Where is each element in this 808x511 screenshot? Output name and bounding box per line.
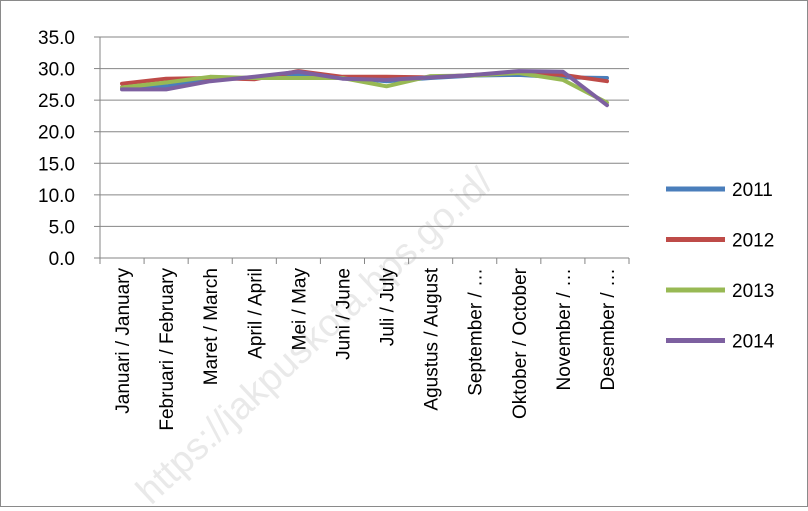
legend-label: 2014 (732, 332, 775, 353)
series-lines (120, 69, 609, 108)
gridlines (100, 36, 629, 227)
legend-label: 2012 (732, 231, 774, 252)
x-category-label: Februari / February (157, 268, 178, 431)
axes (94, 36, 630, 264)
x-category-label: Agustus / August (422, 267, 443, 410)
legend: 2011 2012 2013 2014 (666, 180, 775, 353)
x-category-label: November / … (554, 268, 575, 390)
y-tick-label: 0.0 (49, 249, 75, 270)
legend-label: 2013 (732, 281, 774, 302)
y-axis-tick-labels: 0.0 5.0 10.0 15.0 20.0 25.0 30.0 35.0 (38, 28, 75, 270)
y-tick-label: 15.0 (38, 154, 75, 175)
x-category-label: Mei / May (289, 268, 310, 351)
x-category-label: Juni / June (333, 268, 354, 360)
y-tick-label: 5.0 (49, 217, 75, 238)
x-category-label: April / April (245, 268, 266, 359)
x-axis-category-labels: Januari / January Februari / February Mare… (113, 267, 619, 430)
y-tick-label: 30.0 (38, 60, 75, 81)
y-tick-label: 35.0 (38, 28, 75, 49)
series-line-2014 (120, 69, 609, 108)
watermark: https://jakpuskota.bps.go.id/ (128, 160, 501, 511)
x-category-label: September / … (466, 268, 487, 396)
watermark-text: https://jakpuskota.bps.go.id/ (128, 160, 501, 506)
y-tick-label: 20.0 (38, 123, 75, 144)
x-category-label: Desember / … (598, 268, 619, 390)
series-line-2013 (120, 71, 609, 105)
x-category-label: Maret / March (201, 268, 222, 385)
y-tick-label: 25.0 (38, 91, 75, 112)
x-category-label: Oktober / October (510, 267, 531, 419)
x-category-label: Januari / January (113, 268, 134, 414)
legend-label: 2011 (732, 180, 773, 201)
x-category-label: Juli / July (378, 268, 399, 347)
y-tick-label: 10.0 (38, 186, 75, 207)
